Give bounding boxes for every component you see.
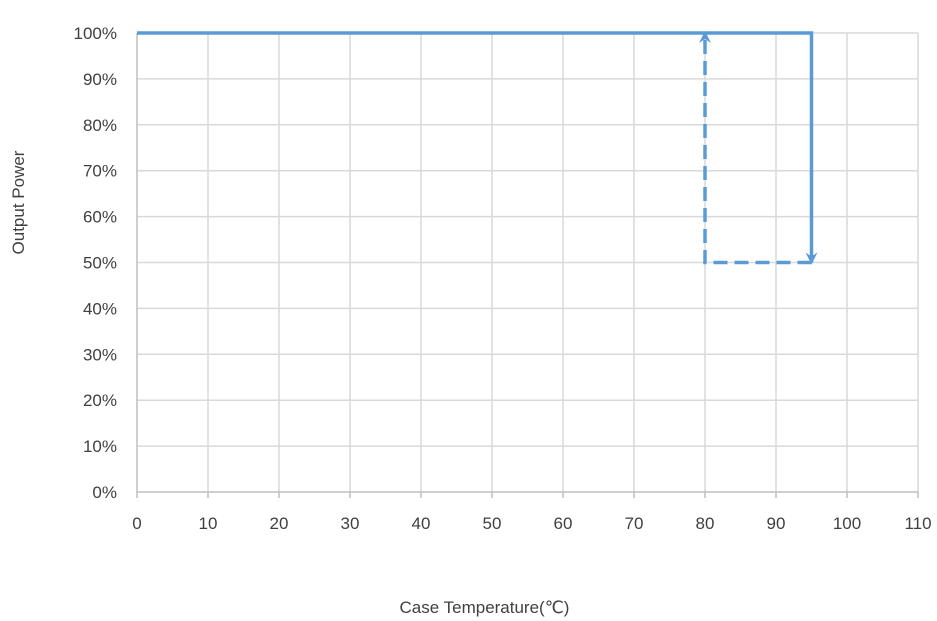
x-tick-label: 110 <box>904 514 931 533</box>
x-tick-label: 0 <box>132 514 141 533</box>
x-tick-label: 100 <box>833 514 861 533</box>
x-tick-label: 50 <box>483 514 502 533</box>
y-tick-label: 100% <box>74 24 117 43</box>
x-tick-label: 30 <box>341 514 360 533</box>
x-tick-label: 80 <box>696 514 715 533</box>
y-tick-label: 40% <box>83 299 117 318</box>
x-axis-title: Case Temperature(℃) <box>400 598 570 617</box>
axes <box>136 33 919 498</box>
y-tick-label: 20% <box>83 391 117 410</box>
x-tick-label: 20 <box>270 514 289 533</box>
y-axis-title: Output Power <box>9 150 28 254</box>
y-tick-label: 30% <box>83 345 117 364</box>
y-tick-label: 0% <box>92 483 117 502</box>
y-tick-label: 90% <box>83 70 117 89</box>
y-tick-label: 80% <box>83 116 117 135</box>
y-tick-label: 10% <box>83 437 117 456</box>
y-tick-labels: 0% 10% 20% 30% 40% 50% 60% 70% 80% 90% 100% <box>74 24 117 502</box>
y-tick-label: 60% <box>83 208 117 227</box>
y-tick-label: 70% <box>83 162 117 181</box>
x-tick-label: 60 <box>554 514 573 533</box>
x-tick-label: 10 <box>199 514 218 533</box>
recovery-line <box>699 31 812 265</box>
series-group <box>137 31 818 265</box>
x-tick-label: 70 <box>625 514 644 533</box>
grid <box>137 32 919 492</box>
derating-line <box>137 31 818 265</box>
x-tick-label: 40 <box>412 514 431 533</box>
x-tick-label: 90 <box>767 514 786 533</box>
y-tick-label: 50% <box>83 254 117 273</box>
x-tick-labels: 0 10 20 30 40 50 60 70 80 90 100 110 <box>132 514 931 533</box>
